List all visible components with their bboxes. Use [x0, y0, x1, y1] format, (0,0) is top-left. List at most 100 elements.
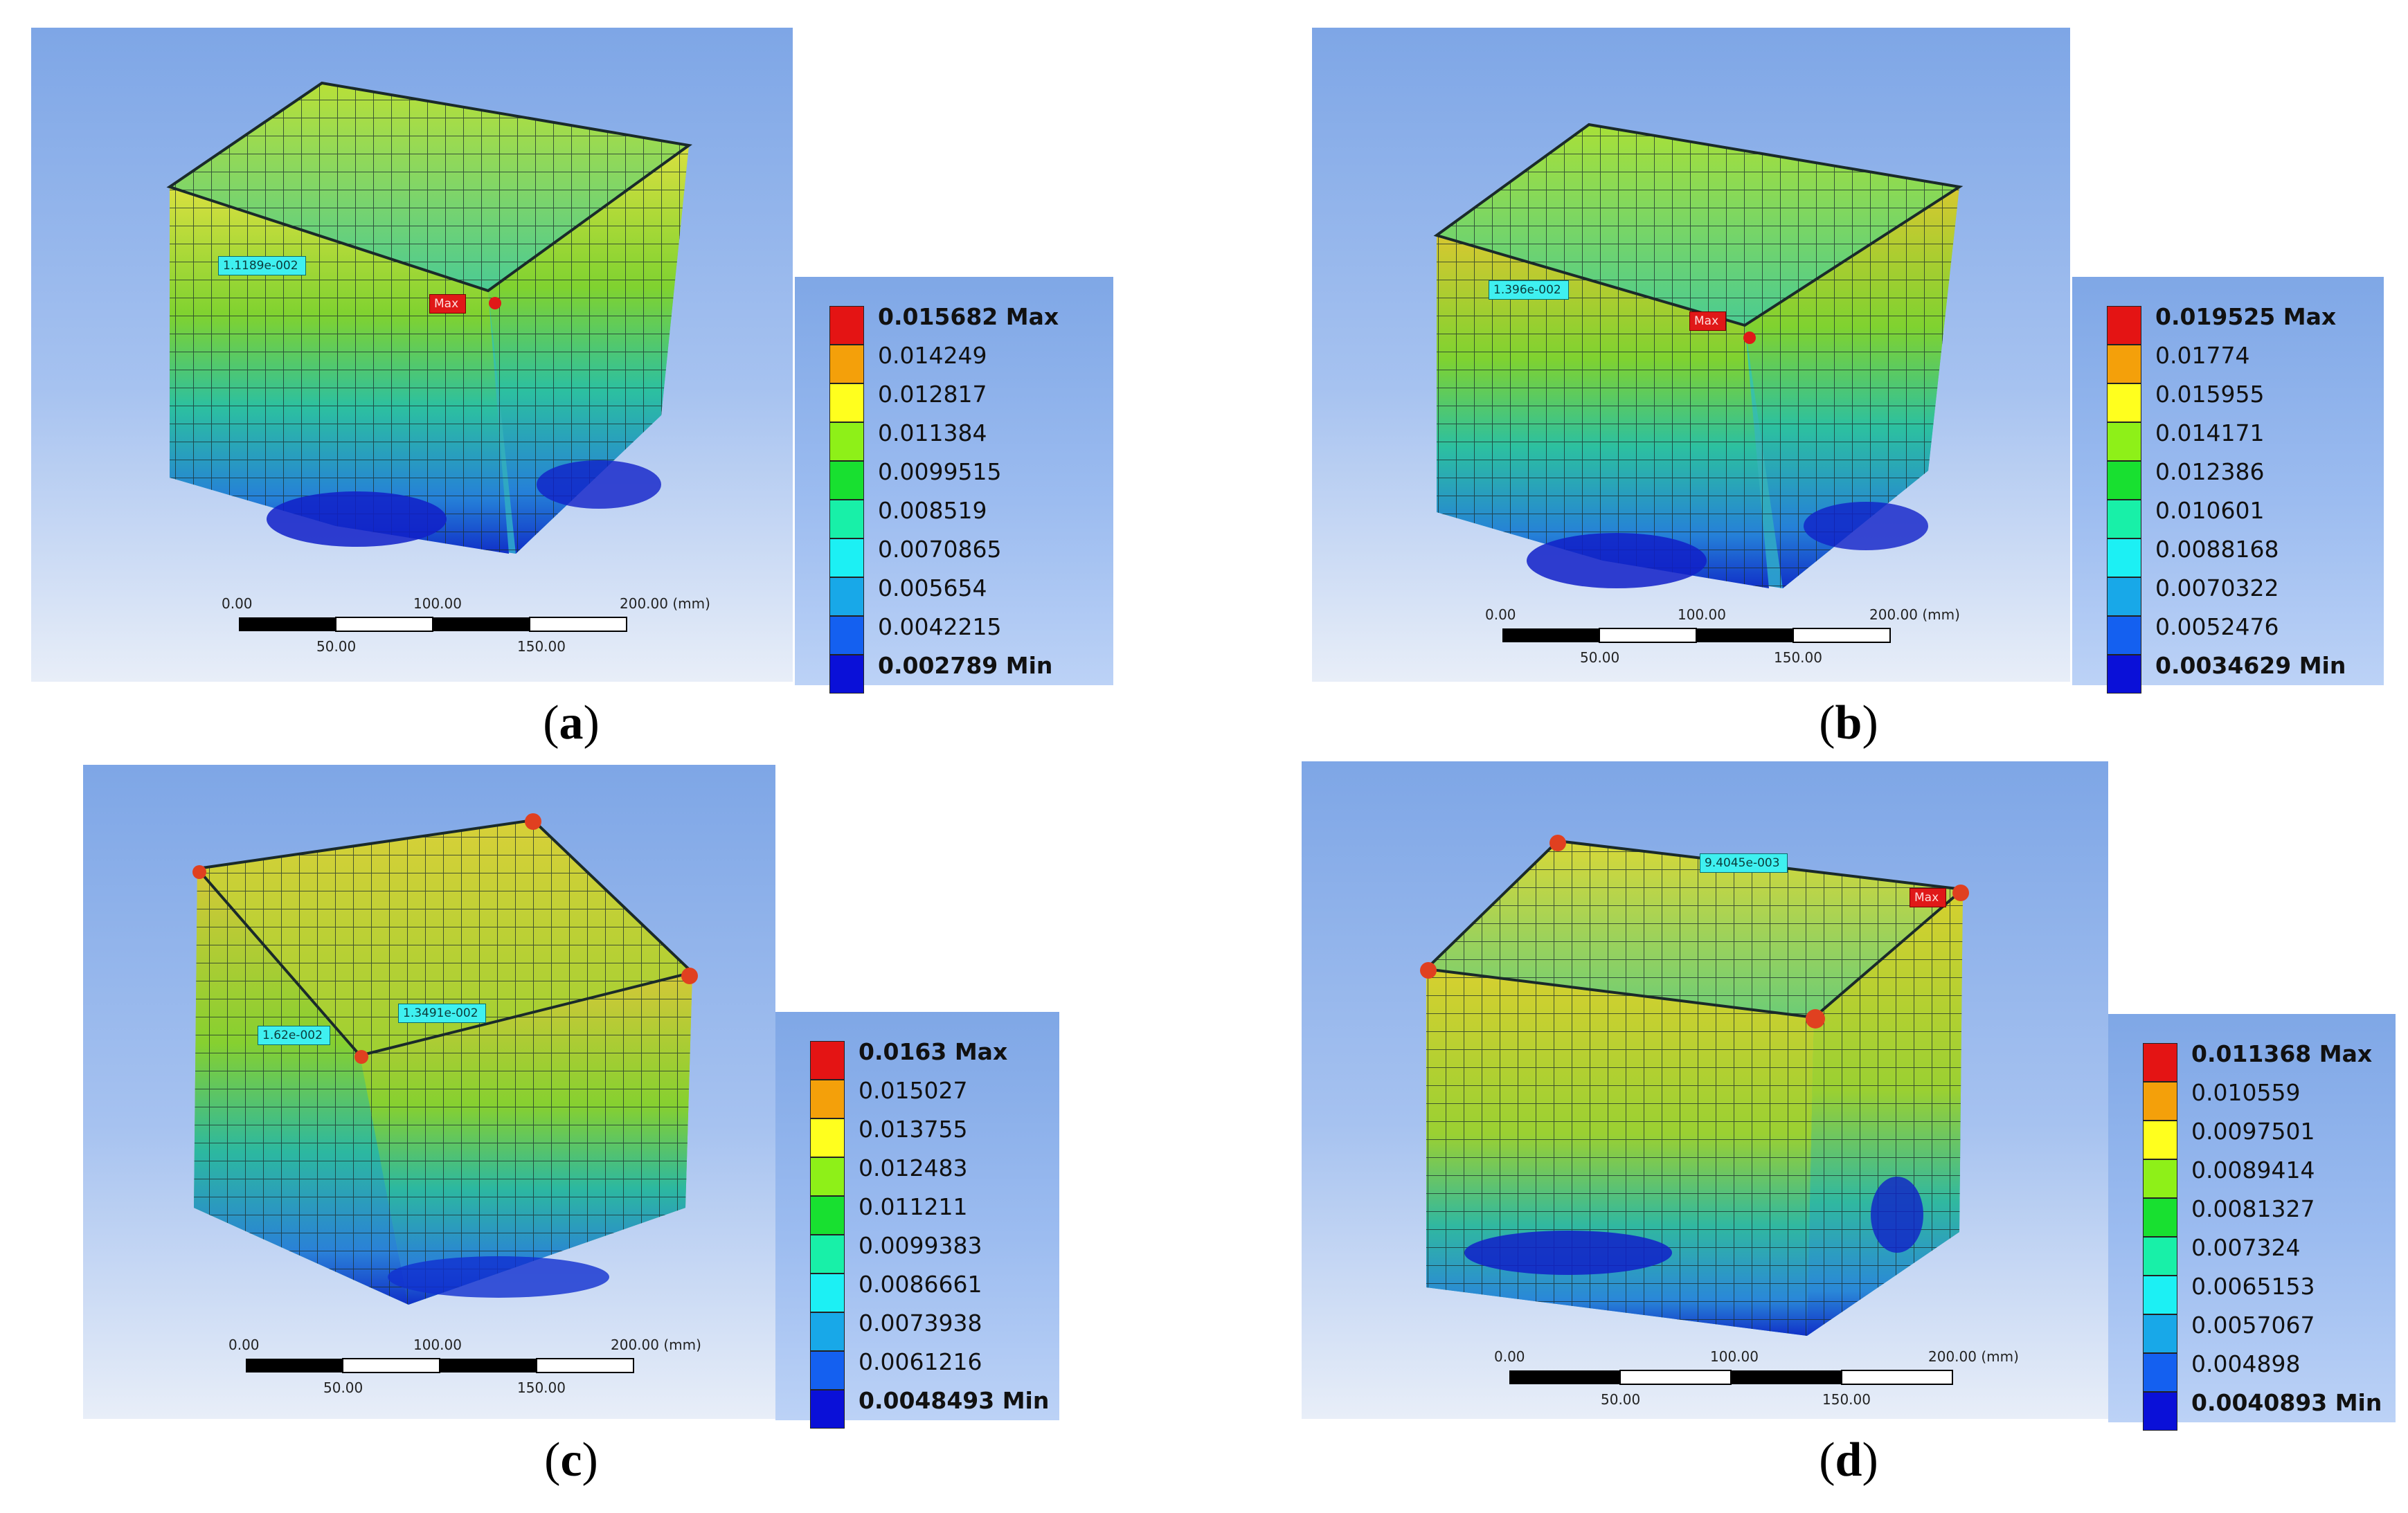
scale-bar-b — [1502, 628, 1891, 643]
legend-value: 0.0070865 — [878, 536, 1002, 563]
legend-value: 0.0052476 — [2155, 613, 2279, 640]
legend-swatch — [810, 1118, 845, 1157]
legend-swatch — [810, 1080, 845, 1118]
scale-tick-b-3: 50.00 — [1580, 649, 1620, 666]
scale-bar-a — [239, 617, 627, 632]
legend-value: 0.011211 — [859, 1193, 968, 1220]
legend-value: 0.01774 — [2155, 342, 2250, 369]
legend-value: 0.015955 — [2155, 381, 2265, 408]
legend-value: 0.0061216 — [859, 1348, 982, 1375]
scale-tick-b-4: 150.00 — [1774, 649, 1822, 666]
scale-tick-d-0: 0.00 — [1494, 1348, 1525, 1365]
scale-tick-a-2: 200.00 (mm) — [620, 595, 710, 612]
legend-swatch — [810, 1390, 845, 1429]
deformed-container-d — [1420, 835, 1969, 1385]
scale-tick-a-3: 50.00 — [316, 638, 357, 655]
legend-value: 0.004898 — [2191, 1350, 2301, 1377]
legend-d: 0.011368 Max 0.010559 0.0097501 0.0089414 0.… — [2108, 1014, 2396, 1431]
max-marker-b[interactable]: Max — [1689, 311, 1727, 331]
legend-swatch — [810, 1312, 845, 1351]
legend-swatch — [2143, 1043, 2177, 1082]
legend-swatch — [810, 1351, 845, 1390]
probe-label-c[interactable]: 1.62e-002 — [258, 1026, 330, 1045]
legend-swatch — [2107, 306, 2141, 345]
legend-swatch — [829, 500, 864, 538]
max-marker-d[interactable]: Max — [1910, 888, 1947, 907]
legend-value: 0.0034629 Min — [2155, 652, 2346, 679]
legend-swatch — [829, 461, 864, 500]
probe-label-b[interactable]: 1.396e-002 — [1489, 280, 1569, 300]
legend-value: 0.011368 Max — [2191, 1040, 2373, 1067]
legend-swatch — [829, 306, 864, 345]
scale-bar-c — [246, 1358, 634, 1373]
legend-value: 0.015027 — [859, 1077, 968, 1104]
probe-label-d[interactable]: 9.4045e-003 — [1700, 853, 1788, 873]
scale-tick-c-2: 200.00 (mm) — [611, 1337, 701, 1353]
probe-label-c-2[interactable]: 1.3491e-002 — [398, 1004, 486, 1023]
legend-swatch — [2107, 422, 2141, 461]
legend-swatch — [2143, 1121, 2177, 1159]
legend-swatch — [2143, 1159, 2177, 1198]
legend-value: 0.0081327 — [2191, 1195, 2315, 1222]
scale-tick-b-2: 200.00 (mm) — [1869, 606, 1960, 623]
deformed-container-c — [192, 813, 698, 1373]
max-marker-a[interactable]: Max — [429, 294, 467, 314]
scale-tick-d-1: 100.00 — [1710, 1348, 1759, 1365]
legend-swatch — [810, 1157, 845, 1196]
legend-swatch — [829, 345, 864, 383]
legend-value: 0.0088168 — [2155, 536, 2279, 563]
legend-value: 0.0073938 — [859, 1310, 982, 1337]
legend-swatch — [2107, 345, 2141, 383]
model-viewport-a[interactable]: 1.1189e-002 Max 0.00 100.00 200.00 (mm) … — [31, 28, 793, 682]
legend-value: 0.012817 — [878, 381, 987, 408]
legend-swatch — [2107, 500, 2141, 538]
probe-label-a[interactable]: 1.1189e-002 — [218, 256, 306, 275]
legend-value: 0.014249 — [878, 342, 987, 369]
model-viewport-b[interactable]: 1.396e-002 Max 0.00 100.00 200.00 (mm) 5… — [1312, 28, 2070, 682]
model-viewport-c[interactable]: 1.62e-002 1.3491e-002 0.00 100.00 200.00… — [83, 765, 775, 1419]
legend-value: 0.0086661 — [859, 1271, 982, 1298]
legend-swatch — [2143, 1276, 2177, 1314]
caption-a: (a) — [543, 696, 600, 750]
legend-swatch — [829, 655, 864, 694]
legend-value: 0.0070322 — [2155, 574, 2279, 601]
legend-value: 0.0042215 — [878, 613, 1002, 640]
legend-value: 0.014171 — [2155, 419, 2265, 446]
legend-value: 0.008519 — [878, 497, 987, 524]
legend-value: 0.0163 Max — [859, 1038, 1008, 1065]
model-viewport-d[interactable]: 9.4045e-003 Max 0.00 100.00 200.00 (mm) … — [1302, 761, 2108, 1419]
legend-value: 0.013755 — [859, 1116, 968, 1143]
scale-tick-d-4: 150.00 — [1822, 1391, 1871, 1408]
legend-swatch — [829, 538, 864, 577]
scale-tick-a-0: 0.00 — [222, 595, 253, 612]
legend-value: 0.0097501 — [2191, 1118, 2315, 1145]
legend-swatch — [810, 1235, 845, 1274]
legend-value: 0.012483 — [859, 1154, 968, 1181]
legend-value: 0.0099515 — [878, 458, 1002, 485]
legend-swatch — [829, 616, 864, 655]
legend-swatch — [2107, 577, 2141, 616]
legend-swatch — [2143, 1353, 2177, 1392]
caption-d: (d) — [1819, 1433, 1878, 1487]
scale-tick-c-4: 150.00 — [517, 1379, 566, 1396]
legend-swatch — [810, 1041, 845, 1080]
scale-tick-a-4: 150.00 — [517, 638, 566, 655]
legend-c: 0.0163 Max 0.015027 0.013755 0.012483 0.0112… — [775, 1012, 1059, 1429]
legend-value: 0.0040893 Min — [2191, 1389, 2382, 1416]
scale-bar-d — [1509, 1370, 1953, 1385]
legend-value: 0.0089414 — [2191, 1157, 2315, 1184]
legend-swatch — [2143, 1392, 2177, 1431]
legend-swatch — [2143, 1314, 2177, 1353]
legend-value: 0.002789 Min — [878, 652, 1053, 679]
legend-swatch — [2143, 1237, 2177, 1276]
legend-value: 0.0065153 — [2191, 1273, 2315, 1300]
legend-value: 0.0048493 Min — [859, 1387, 1050, 1414]
legend-value: 0.007324 — [2191, 1234, 2301, 1261]
legend-value: 0.011384 — [878, 419, 987, 446]
legend-value: 0.012386 — [2155, 458, 2265, 485]
legend-swatch — [2107, 538, 2141, 577]
scale-tick-a-1: 100.00 — [413, 595, 462, 612]
legend-swatch — [2107, 383, 2141, 422]
scale-tick-d-3: 50.00 — [1601, 1391, 1641, 1408]
caption-b: (b) — [1819, 696, 1878, 750]
